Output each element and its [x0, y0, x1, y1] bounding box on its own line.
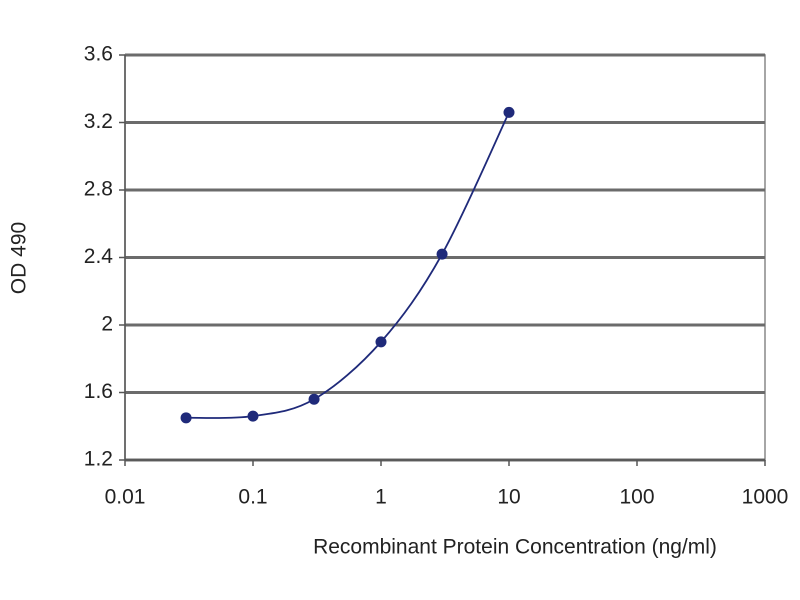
x-tick-label: 0.01: [105, 486, 146, 509]
x-tick-label: 100: [619, 486, 654, 509]
y-tick-label: 2.4: [84, 245, 114, 268]
y-tick-label: 3.6: [84, 43, 113, 66]
y-tick-label: 2: [101, 313, 113, 336]
x-tick-label: 0.1: [238, 486, 267, 509]
data-point: [180, 412, 192, 424]
data-point: [375, 336, 387, 348]
y-tick-label: 2.8: [84, 178, 113, 201]
x-tick-label: 10: [497, 486, 520, 509]
x-tick-label: 1000: [742, 486, 789, 509]
x-tick-label: 1: [375, 486, 387, 509]
y-axis-label: OD 490: [8, 222, 31, 294]
y-tick-label: 3.2: [84, 110, 113, 133]
y-tick-label: 1.6: [84, 380, 113, 403]
data-point: [503, 106, 515, 118]
y-tick-label: 1.2: [84, 448, 113, 471]
data-point: [308, 393, 320, 405]
x-axis-label: Recombinant Protein Concentration (ng/ml…: [313, 536, 717, 559]
data-point: [436, 248, 448, 260]
data-point: [247, 410, 259, 422]
